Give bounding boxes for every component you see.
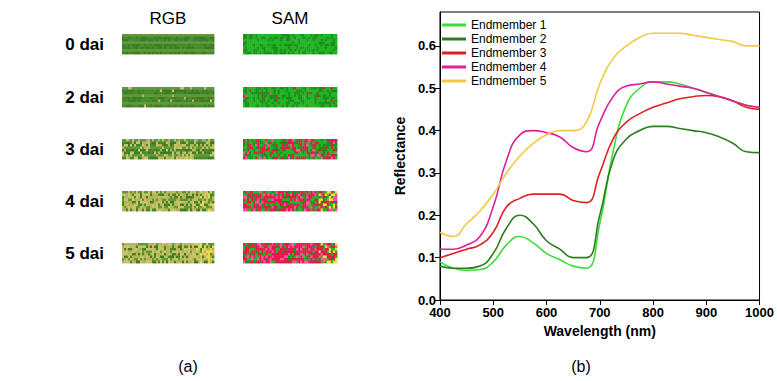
svg-text:400: 400 <box>429 305 451 320</box>
svg-text:600: 600 <box>536 305 558 320</box>
svg-text:Endmember 1: Endmember 1 <box>471 18 547 32</box>
svg-text:4 dai: 4 dai <box>65 192 104 211</box>
svg-text:(b): (b) <box>571 358 591 375</box>
svg-text:RGB: RGB <box>150 9 187 28</box>
svg-text:Endmember 5: Endmember 5 <box>471 74 547 88</box>
svg-text:5 dai: 5 dai <box>65 244 104 263</box>
svg-text:500: 500 <box>482 305 504 320</box>
svg-text:0.6: 0.6 <box>418 38 436 53</box>
svg-text:SAM: SAM <box>272 9 309 28</box>
svg-text:(a): (a) <box>178 358 198 375</box>
svg-text:Reflectance: Reflectance <box>392 116 408 195</box>
svg-text:0.3: 0.3 <box>418 165 436 180</box>
svg-text:0.5: 0.5 <box>418 81 436 96</box>
svg-text:0 dai: 0 dai <box>65 35 104 54</box>
svg-text:Wavelength (nm): Wavelength (nm) <box>544 323 656 339</box>
svg-text:800: 800 <box>642 305 664 320</box>
svg-text:0.0: 0.0 <box>417 292 436 308</box>
svg-text:900: 900 <box>695 305 717 320</box>
svg-text:0.1: 0.1 <box>418 250 436 265</box>
svg-text:3 dai: 3 dai <box>65 140 104 159</box>
svg-text:Endmember 2: Endmember 2 <box>471 32 547 46</box>
svg-text:Endmember 3: Endmember 3 <box>471 46 547 60</box>
svg-text:0.4: 0.4 <box>418 123 437 138</box>
svg-text:0.2: 0.2 <box>418 208 436 223</box>
svg-text:2 dai: 2 dai <box>65 88 104 107</box>
svg-text:700: 700 <box>589 305 611 320</box>
svg-text:Endmember 4: Endmember 4 <box>471 60 547 74</box>
svg-text:1000: 1000 <box>745 305 774 320</box>
